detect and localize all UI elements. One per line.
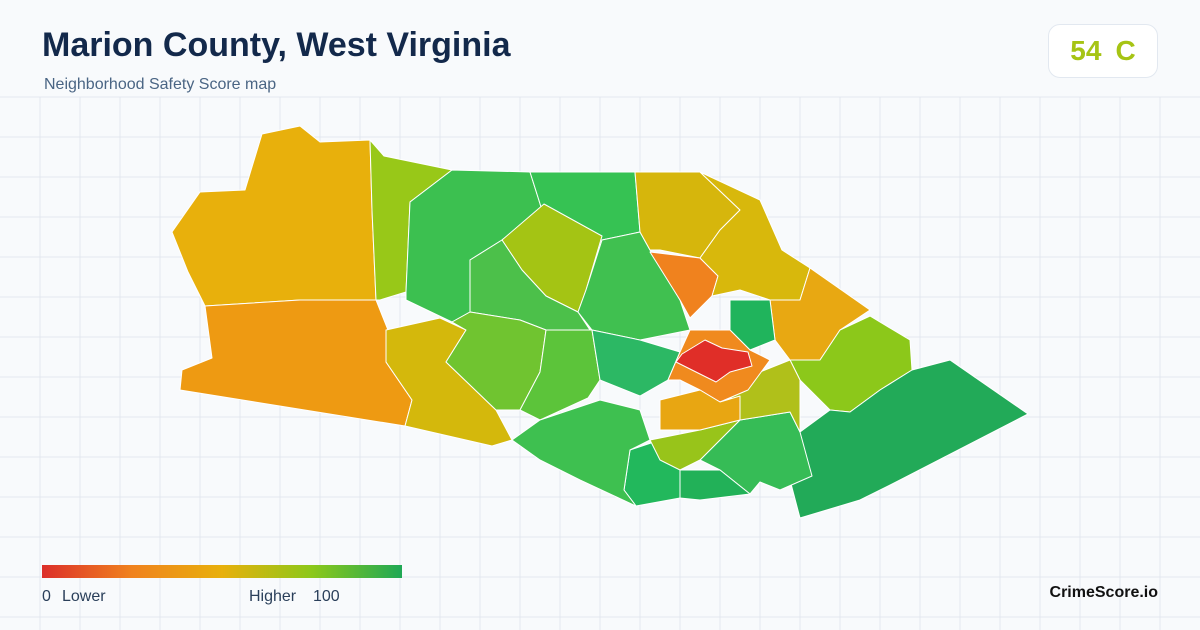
region xyxy=(729,299,776,351)
region xyxy=(659,389,741,431)
brand: CrimeScore.io xyxy=(1049,584,1158,601)
legend-max: 100 xyxy=(313,588,340,605)
region xyxy=(699,171,811,301)
legend-min-label: Lower xyxy=(62,588,106,605)
region xyxy=(511,399,651,507)
legend-min: 0 xyxy=(42,588,51,605)
regions xyxy=(171,125,1029,519)
score-value: 54 xyxy=(1070,35,1102,66)
score-badge: 54 C xyxy=(1048,24,1158,78)
region xyxy=(675,339,753,383)
region xyxy=(789,359,1029,519)
region xyxy=(179,299,413,427)
region xyxy=(171,125,377,307)
subtitle: Neighborhood Safety Score map xyxy=(44,76,277,93)
title: Marion County, West Virginia xyxy=(42,26,511,64)
legend-bar xyxy=(42,565,402,578)
legend-max-label: Higher xyxy=(249,588,297,605)
region xyxy=(591,329,681,397)
score-grade: C xyxy=(1115,35,1136,66)
